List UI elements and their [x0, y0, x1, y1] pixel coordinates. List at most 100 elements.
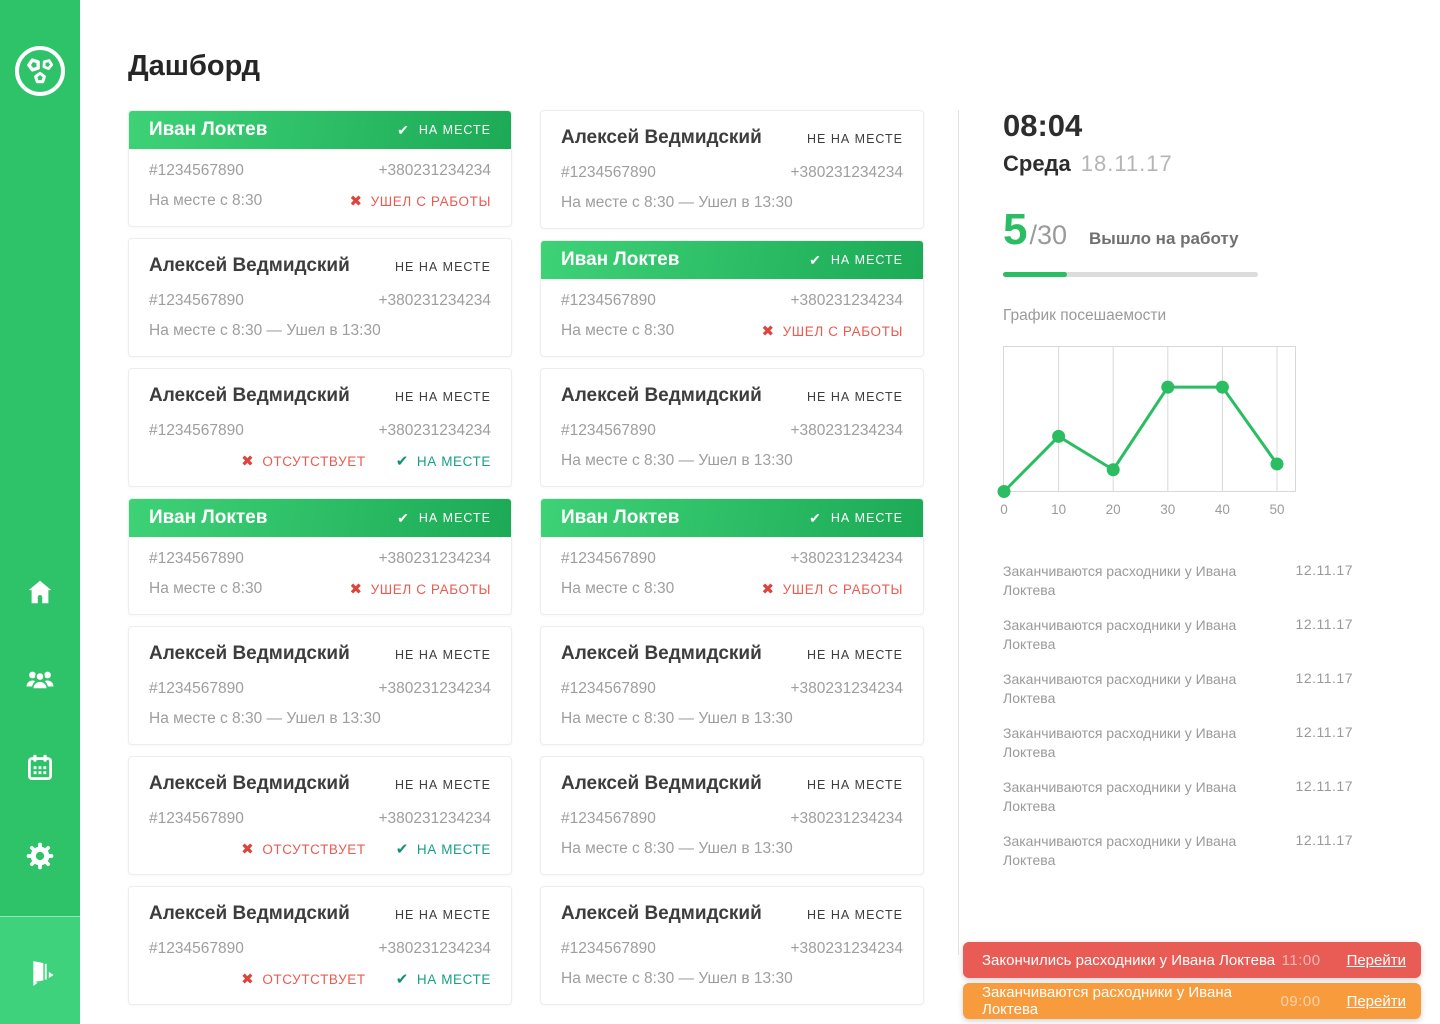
employee-id: #1234567890	[561, 940, 656, 957]
employee-phone: +380231234234	[378, 680, 492, 697]
employee-card-header: Иван Локтев ✔ НА МЕСТЕ	[541, 499, 923, 537]
employee-card[interactable]: Алексей Ведмидский НЕ НА МЕСТЕ #1234567890…	[540, 626, 924, 745]
attendance-chart: 0 10 20 30 40 50	[997, 346, 1296, 517]
sidebar-item-logout[interactable]	[24, 955, 56, 987]
mark-present-button[interactable]: ✔ НА МЕСТЕ	[396, 452, 491, 470]
clock: 08:04	[1003, 108, 1083, 143]
notification-date: 12.11.17	[1295, 778, 1353, 794]
status-label: НА МЕСТЕ	[416, 841, 491, 857]
cards-column-1: Иван Локтев ✔ НА МЕСТЕ #1234567890 +38023123…	[128, 110, 512, 1016]
employee-status-row: На месте с 8:30 ✖ УШЕЛ С РАБОТЫ	[541, 315, 923, 356]
employee-status-row: ✖ ОТСУТСТВУЕТ ✔ НА МЕСТЕ	[129, 833, 511, 874]
employee-card[interactable]: Иван Локтев ✔ НА МЕСТЕ #1234567890 +38023123…	[128, 498, 512, 615]
employee-status-row: ✖ ОТСУТСТВУЕТ ✔ НА МЕСТЕ	[129, 963, 511, 1004]
employee-card-header: Иван Локтев ✔ НА МЕСТЕ	[129, 111, 511, 149]
employee-card[interactable]: Алексей Ведмидский НЕ НА МЕСТЕ #1234567890…	[540, 886, 924, 1005]
mark-absent-button[interactable]: ✖ ОТСУТСТВУЕТ	[241, 970, 366, 988]
attendance-time: На месте с 8:30	[149, 580, 263, 597]
employee-name: Алексей Ведмидский	[561, 385, 762, 406]
employee-card-header: Алексей Ведмидский НЕ НА МЕСТЕ	[129, 887, 511, 927]
status-badge: НЕ НА МЕСТЕ	[807, 648, 903, 662]
notification-item: Заканчиваются расходники у Ивана Локтева…	[1003, 616, 1353, 654]
mark-present-button[interactable]: ✔ НА МЕСТЕ	[396, 970, 491, 988]
employee-status-row: На месте с 8:30 — Ушел в 13:30	[541, 703, 923, 744]
employee-phone: +380231234234	[790, 680, 904, 697]
employee-status-row: На месте с 8:30 — Ушел в 13:30	[541, 963, 923, 1004]
chart-title: График посешаемости	[1003, 307, 1167, 324]
attendance-counter: 5 /30 Вышло на работу	[1003, 208, 1353, 252]
status-badge-label: НЕ НА МЕСТЕ	[394, 390, 491, 404]
svg-text:20: 20	[1106, 502, 1121, 517]
check-icon: ✔	[809, 509, 822, 526]
employee-card[interactable]: Алексей Ведмидский НЕ НА МЕСТЕ #1234567890…	[128, 886, 512, 1005]
left-work-label: УШЕЛ С РАБОТЫ	[782, 323, 903, 339]
users-icon	[26, 671, 54, 690]
employee-card[interactable]: Иван Локтев ✔ НА МЕСТЕ #1234567890 +38023123…	[540, 498, 924, 615]
employee-card-header: Алексей Ведмидский НЕ НА МЕСТЕ	[541, 111, 923, 151]
notification-text: Заканчиваются расходники у Ивана Локтева	[1003, 563, 1237, 598]
svg-text:10: 10	[1051, 502, 1066, 517]
employee-phone: +380231234234	[378, 162, 492, 179]
employee-status-row: На месте с 8:30 ✖ УШЕЛ С РАБОТЫ	[541, 573, 923, 614]
status-badge-label: НА МЕСТЕ	[830, 511, 903, 525]
left-work-button[interactable]: ✖ УШЕЛ С РАБОТЫ	[761, 580, 903, 598]
employee-name: Алексей Ведмидский	[149, 643, 350, 664]
employee-card[interactable]: Алексей Ведмидский НЕ НА МЕСТЕ #1234567890…	[540, 756, 924, 875]
notification-text: Заканчиваются расходники у Ивана Локтева	[1003, 779, 1237, 814]
mark-absent-button[interactable]: ✖ ОТСУТСТВУЕТ	[241, 452, 366, 470]
employee-contacts: #1234567890 +380231234234	[541, 797, 923, 833]
attendance-progress	[1003, 272, 1258, 277]
status-badge-label: НА МЕСТЕ	[418, 123, 491, 137]
status-badge: НЕ НА МЕСТЕ	[807, 778, 903, 792]
left-work-button[interactable]: ✖ УШЕЛ С РАБОТЫ	[349, 580, 491, 598]
summary-panel: 08:04 Среда 18.11.17 5 /30 Вышло на работ…	[997, 108, 1353, 886]
mark-absent-button[interactable]: ✖ ОТСУТСТВУЕТ	[241, 840, 366, 858]
employee-id: #1234567890	[561, 164, 656, 181]
page-title: Дашборд	[128, 50, 260, 82]
status-badge-label: НЕ НА МЕСТЕ	[806, 132, 903, 146]
cross-icon: ✖	[349, 581, 363, 598]
employee-id: #1234567890	[149, 550, 244, 567]
sidebar-item-schedule[interactable]	[24, 752, 56, 784]
employee-card[interactable]: Алексей Ведмидский НЕ НА МЕСТЕ #1234567890…	[128, 368, 512, 487]
cross-icon: ✖	[761, 323, 775, 340]
notifications-list: Заканчиваются расходники у Ивана Локтева…	[1003, 562, 1353, 870]
employee-card[interactable]: Алексей Ведмидский НЕ НА МЕСТЕ #1234567890…	[128, 756, 512, 875]
employee-card[interactable]: Алексей Ведмидский НЕ НА МЕСТЕ #1234567890…	[128, 238, 512, 357]
left-work-button[interactable]: ✖ УШЕЛ С РАБОТЫ	[349, 192, 491, 210]
svg-text:40: 40	[1215, 502, 1230, 517]
employee-contacts: #1234567890 +380231234234	[541, 667, 923, 703]
mark-present-button[interactable]: ✔ НА МЕСТЕ	[396, 840, 491, 858]
status-badge: ✔ НА МЕСТЕ	[397, 122, 491, 139]
logo[interactable]	[14, 45, 66, 97]
status-badge-label: НЕ НА МЕСТЕ	[806, 908, 903, 922]
status-badge: НЕ НА МЕСТЕ	[807, 132, 903, 146]
status-badge: НЕ НА МЕСТЕ	[395, 390, 491, 404]
employee-phone: +380231234234	[378, 422, 492, 439]
employee-card[interactable]: Алексей Ведмидский НЕ НА МЕСТЕ #1234567890…	[540, 368, 924, 487]
notification-date: 12.11.17	[1295, 832, 1353, 848]
notification-date: 12.11.17	[1295, 562, 1353, 578]
employee-card[interactable]: Алексей Ведмидский НЕ НА МЕСТЕ #1234567890…	[540, 110, 924, 229]
sidebar-item-employees[interactable]	[24, 663, 56, 695]
employee-id: #1234567890	[149, 162, 244, 179]
cards-column-2: Алексей Ведмидский НЕ НА МЕСТЕ #1234567890…	[540, 110, 924, 1016]
employee-card[interactable]: Иван Локтев ✔ НА МЕСТЕ #1234567890 +38023123…	[128, 110, 512, 227]
employee-status-row: На месте с 8:30 — Ушел в 13:30	[541, 187, 923, 228]
left-work-button[interactable]: ✖ УШЕЛ С РАБОТЫ	[761, 322, 903, 340]
sidebar-item-settings[interactable]	[24, 840, 56, 872]
employee-card-header: Алексей Ведмидский НЕ НА МЕСТЕ	[129, 239, 511, 279]
attendance-total: /30	[1029, 220, 1068, 250]
employee-card[interactable]: Алексей Ведмидский НЕ НА МЕСТЕ #1234567890…	[128, 626, 512, 745]
toast-go-link[interactable]: Перейти	[1346, 992, 1406, 1010]
employee-id: #1234567890	[149, 422, 244, 439]
status-label: НА МЕСТЕ	[416, 453, 491, 469]
employee-card-header: Иван Локтев ✔ НА МЕСТЕ	[541, 241, 923, 279]
employee-id: #1234567890	[561, 550, 656, 567]
employee-card-header: Алексей Ведмидский НЕ НА МЕСТЕ	[129, 369, 511, 409]
employee-card[interactable]: Иван Локтев ✔ НА МЕСТЕ #1234567890 +38023123…	[540, 240, 924, 357]
sidebar-item-home[interactable]	[24, 576, 56, 608]
employee-contacts: #1234567890 +380231234234	[129, 667, 511, 703]
toast-go-link[interactable]: Перейти	[1346, 951, 1406, 969]
employee-phone: +380231234234	[378, 810, 492, 827]
